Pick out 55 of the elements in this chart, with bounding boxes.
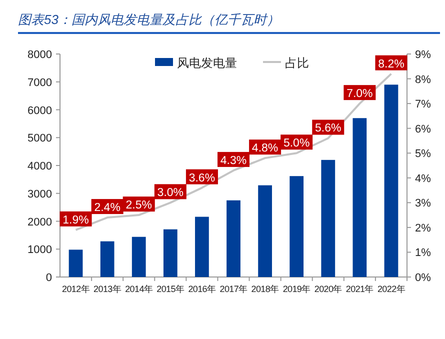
y-tick-label: 3000 xyxy=(28,188,52,200)
y-tick-label: 1000 xyxy=(28,244,52,256)
y2-tick-label: 3% xyxy=(415,198,432,210)
data-label: 2.4% xyxy=(94,202,120,214)
y2-tick-label: 0% xyxy=(415,272,432,284)
chart-title: 图表53：国内风电发电量及占比（亿千瓦时） xyxy=(18,12,280,27)
x-tick-label: 2015年 xyxy=(156,284,184,294)
data-label: 2.5% xyxy=(126,200,152,212)
x-tick-label: 2019年 xyxy=(282,284,311,294)
x-tick-label: 2018年 xyxy=(251,284,280,294)
data-label: 8.2% xyxy=(378,58,404,70)
y2-tick-label: 8% xyxy=(415,74,432,86)
x-tick-label: 2022年 xyxy=(377,284,406,294)
y-tick-label: 8000 xyxy=(28,49,52,61)
x-tick-label: 2020年 xyxy=(314,284,342,294)
y-tick-label: 0 xyxy=(46,272,52,284)
y2-tick-label: 6% xyxy=(415,123,432,136)
bar xyxy=(163,229,178,277)
data-label: 1.9% xyxy=(62,214,89,226)
bar xyxy=(226,200,240,277)
data-label: 4.8% xyxy=(252,142,278,155)
bar xyxy=(258,185,272,277)
x-tick-label: 2014年 xyxy=(125,284,153,294)
data-label: 3.6% xyxy=(188,172,216,184)
data-label: 7.0% xyxy=(346,88,373,100)
bar xyxy=(195,216,209,277)
bar xyxy=(68,250,83,277)
y2-tick-label: 7% xyxy=(415,98,432,111)
data-label: 5.0% xyxy=(283,138,310,150)
y2-tick-label: 1% xyxy=(415,247,432,260)
legend-label: 风电发电量 xyxy=(177,56,237,70)
x-tick-label: 2017年 xyxy=(220,284,248,294)
y-tick-label: 6000 xyxy=(28,104,52,117)
x-tick-label: 2013年 xyxy=(94,284,122,294)
data-label: 4.3% xyxy=(220,154,247,167)
bar xyxy=(321,160,336,277)
y2-tick-label: 5% xyxy=(415,148,432,160)
bar xyxy=(132,236,146,277)
y-tick-label: 4000 xyxy=(28,160,52,172)
y-tick-label: 5000 xyxy=(28,132,52,145)
bar xyxy=(352,118,367,277)
y2-tick-label: 9% xyxy=(415,49,432,61)
data-label: 5.6% xyxy=(315,122,342,135)
y-tick-label: 7000 xyxy=(28,76,52,89)
bar xyxy=(290,176,304,277)
legend-label: 占比 xyxy=(285,56,309,70)
y-tick-label: 2000 xyxy=(28,216,52,228)
x-tick-label: 2016年 xyxy=(188,284,216,294)
y2-tick-label: 2% xyxy=(415,222,432,234)
x-tick-label: 2012年 xyxy=(62,284,90,294)
bar xyxy=(384,84,398,277)
y2-tick-label: 4% xyxy=(415,172,432,185)
data-label: 3.0% xyxy=(157,187,184,200)
bar xyxy=(100,241,114,277)
x-tick-label: 2021年 xyxy=(346,284,374,294)
